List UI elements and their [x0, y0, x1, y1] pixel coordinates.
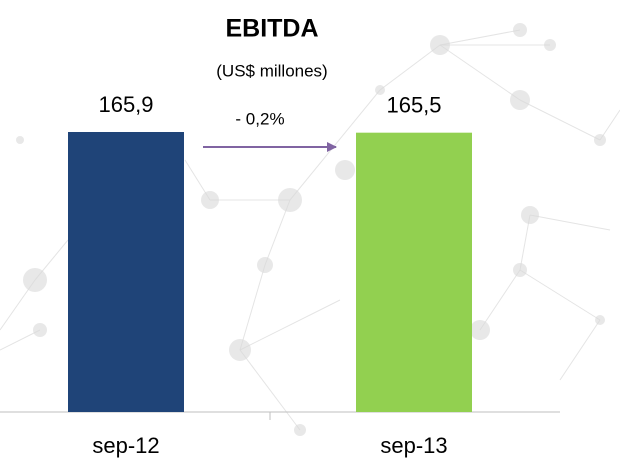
x-tick-label: sep-13 [380, 433, 447, 458]
bar [356, 132, 472, 412]
background-network [0, 23, 620, 436]
chart-subtitle: (US$ millones) [216, 61, 327, 80]
value-label: 165,9 [98, 92, 153, 117]
value-label: 165,5 [386, 92, 441, 117]
bar [68, 132, 184, 412]
x-tick-label: sep-12 [92, 433, 159, 458]
change-annotation: - 0,2% [235, 109, 284, 128]
chart-title: EBITDA [225, 15, 318, 43]
